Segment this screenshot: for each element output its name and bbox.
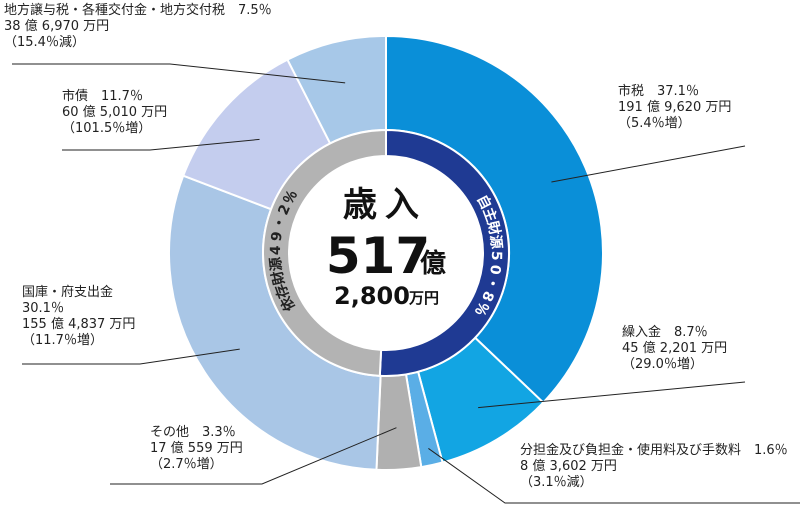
slice-label-amount: 45 億 2,201 万円 [622, 340, 727, 356]
leader-lines [12, 63, 800, 504]
slice-label-title: 国庫・府支出金 [22, 284, 113, 300]
inner-ring-char: 5 [488, 251, 504, 261]
leader-line-5 [62, 138, 260, 151]
slice-label-change: （3.1％減） [520, 474, 593, 490]
slice-label-0: 市税 37.1％191 億 9,620 万円（5.4％増） [618, 83, 731, 131]
inner-ring-char: 財 [268, 269, 288, 287]
leader-line-4 [22, 348, 240, 365]
inner-ring-char: 源 [267, 256, 285, 272]
inner-ring-segment-0 [378, 128, 510, 377]
inner-ring-char: 0 [486, 264, 503, 276]
slice-label-change: （11.7％増） [22, 333, 103, 348]
leader-line-3 [110, 427, 397, 485]
slice-label-title: 分担金及び負担金・使用料及び手数料 1.6％ [520, 442, 788, 458]
slice-label-amount: 8 億 3,602 万円 [520, 458, 617, 474]
inner-ring-char: 主 [479, 205, 500, 224]
slice-label-amount: 60 億 5,010 万円 [62, 104, 167, 120]
slice-label-change: （2.7％増） [150, 457, 223, 472]
inner-ring-char: ・ [482, 274, 501, 292]
inner-ring-char: 財 [484, 219, 504, 237]
slice-label-change: （29.0％増） [622, 357, 703, 372]
slice-label-5: 市債 11.7％60 億 5,010 万円（101.5％増） [62, 88, 167, 136]
slice-label-6: 地方譲与税・各種交付金・地方交付税 7.5％38 億 6,970 万円（15.4… [4, 2, 272, 50]
slice-label-percent: 30.1％ [22, 301, 64, 316]
center-total-number: 517 [326, 227, 430, 285]
center-total-rest: 2,800 [334, 282, 410, 310]
center-heading: 歳入 [343, 185, 427, 225]
inner-ring-char: 自 [473, 192, 495, 212]
leader-line-2 [428, 448, 800, 504]
inner-ring-char: 源 [487, 234, 505, 250]
slice-label-amount: 17 億 559 万円 [150, 440, 243, 456]
slice-label-title: その他 3.3％ [150, 425, 236, 440]
center-total-rest-unit: 万円 [408, 289, 439, 307]
slice-label-title: 市債 11.7％ [62, 88, 143, 104]
slice-label-change: （101.5％増） [62, 121, 151, 136]
leader-line-1 [478, 381, 746, 409]
slice-label-1: 繰入金 8.7％45 億 2,201 万円（29.0％増） [622, 324, 727, 372]
inner-ring-char: 9 [269, 230, 286, 242]
inner-ring-char: 存 [272, 282, 293, 301]
inner-ring-char: ％ [281, 188, 302, 208]
leader-line-6 [12, 63, 346, 84]
inner-ring-char: ・ [271, 214, 290, 232]
slice-label-title: 繰入金 8.7％ [622, 324, 708, 340]
slice-label-amount: 155 億 4,837 万円 [22, 316, 135, 332]
slice-label-change: （15.4％減） [4, 34, 85, 50]
slice-label-amount: 38 億 6,970 万円 [4, 18, 109, 34]
slice-label-3: その他 3.3％17 億 559 万円（2.7％増） [150, 425, 243, 472]
center-total: 歳入 517 億 2,800 万円 [326, 185, 446, 310]
slice-label-2: 分担金及び負担金・使用料及び手数料 1.6％8 億 3,602 万円（3.1％減… [520, 442, 788, 490]
center-total-oku: 億 [420, 249, 446, 279]
slice-label-title: 地方譲与税・各種交付金・地方交付税 7.5％ [4, 2, 272, 18]
slice-label-amount: 191 億 9,620 万円 [618, 99, 731, 115]
inner-ring-char: ％ [471, 298, 492, 318]
slice-label-title: 市税 37.1％ [618, 83, 699, 99]
slice-label-change: （5.4％増） [618, 116, 691, 131]
inner-ring-segment-1 [262, 128, 387, 377]
slice-labels: 市税 37.1％191 億 9,620 万円（5.4％増） 繰入金 8.7％45 … [4, 2, 788, 490]
inner-ring-char: 4 [268, 245, 284, 255]
leader-line-0 [551, 145, 746, 183]
